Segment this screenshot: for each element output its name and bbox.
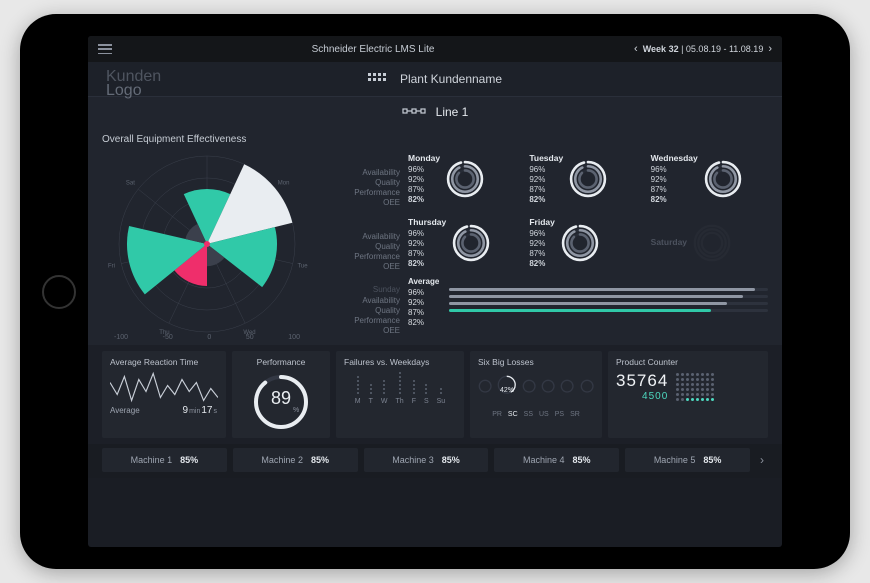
day-cell[interactable]: Friday96%92%87%82% — [529, 213, 646, 273]
oee-radar-chart: SunMonTueWedThuFriSat -100-50050100 — [102, 149, 312, 339]
machine-tile[interactable]: Machine 385% — [364, 448, 489, 472]
loss-ring[interactable] — [580, 379, 594, 401]
line-name: Line 1 — [436, 105, 469, 119]
week-navigator: ‹ Week 32 | 05.08.19 - 11.08.19 › — [634, 43, 772, 55]
reaction-time-card[interactable]: Average Reaction Time Average 9min17s — [102, 351, 226, 438]
metric-labels: SundayAvailabilityQualityPerformanceOEE — [326, 277, 404, 337]
oee-average-row: Average96%92%87%82% — [408, 277, 768, 337]
plant-header: Plant Kundenname — [88, 62, 782, 96]
failure-day-col: F — [412, 380, 416, 405]
performance-card[interactable]: Performance 89 % — [232, 351, 330, 438]
line-header[interactable]: Line 1 — [88, 96, 782, 126]
failure-day-col: T — [369, 384, 373, 405]
oee-days-grid: AvailabilityQualityPerformanceOEE Monday… — [326, 149, 768, 339]
card-title: Product Counter — [616, 357, 760, 367]
metric-labels: AvailabilityQualityPerformanceOEE — [326, 149, 404, 209]
svg-text:Fri: Fri — [108, 263, 115, 269]
svg-text:Mon: Mon — [278, 180, 290, 186]
svg-text:%: % — [293, 407, 299, 414]
reaction-sparkline — [110, 371, 218, 403]
machine-strip: Machine 185%Machine 285%Machine 385%Mach… — [88, 444, 782, 478]
failures-card[interactable]: Failures vs. Weekdays MTW Th FS Su — [336, 351, 464, 438]
day-cell[interactable]: Wednesday96%92%87%82% — [651, 149, 768, 209]
oee-title: Overall Equipment Effectiveness — [102, 134, 768, 145]
loss-ring[interactable] — [478, 379, 492, 401]
day-cell[interactable]: Tuesday96%92%87%82% — [529, 149, 646, 209]
customer-logo: KundenLogo — [106, 70, 161, 99]
day-cell[interactable]: Thursday96%92%87%82% — [408, 213, 525, 273]
losses-rings: 42% — [478, 375, 594, 405]
plant-icon — [368, 73, 386, 85]
machine-tile[interactable]: Machine 285% — [233, 448, 358, 472]
losses-card[interactable]: Six Big Losses 42% PRSCSSUSPSSR — [470, 351, 602, 438]
svg-text:Tue: Tue — [297, 263, 308, 269]
loss-ring[interactable] — [560, 379, 574, 401]
failures-chart: MTW Th FS Su — [344, 371, 456, 405]
plant-name: Plant Kundenname — [400, 72, 502, 86]
losses-labels: PRSCSSUSPSSR — [478, 411, 594, 418]
day-cell[interactable]: Monday96%92%87%82% — [408, 149, 525, 209]
reaction-label: Average — [110, 406, 140, 415]
card-title: Average Reaction Time — [110, 357, 218, 367]
svg-text:Sun: Sun — [202, 149, 213, 150]
failure-day-col: S — [424, 384, 429, 405]
counter-dotgrid — [676, 373, 714, 401]
metric-labels: AvailabilityQualityPerformanceOEE — [326, 213, 404, 273]
loss-ring[interactable] — [541, 379, 555, 401]
summary-cards: Average Reaction Time Average 9min17s Pe… — [88, 345, 782, 444]
machine-next-icon[interactable]: › — [756, 453, 768, 467]
loss-ring-active[interactable]: 42% — [497, 375, 517, 405]
top-bar: Schneider Electric LMS Lite ‹ Week 32 | … — [88, 36, 782, 62]
card-title: Failures vs. Weekdays — [344, 357, 456, 367]
card-title: Six Big Losses — [478, 357, 594, 367]
menu-icon[interactable] — [98, 44, 112, 54]
failure-day-col: Th — [396, 372, 404, 405]
week-next-icon[interactable]: › — [768, 43, 772, 55]
machine-tile[interactable]: Machine 185% — [102, 448, 227, 472]
oee-panel: Overall Equipment Effectiveness Sun Mon Tu… — [88, 126, 782, 345]
counter-value: 35764 — [616, 371, 668, 391]
app-title: Schneider Electric LMS Lite — [112, 44, 634, 55]
machine-tile[interactable]: Machine 485% — [494, 448, 619, 472]
screen: Schneider Electric LMS Lite ‹ Week 32 | … — [88, 36, 782, 547]
performance-ring: 89 % — [252, 373, 310, 431]
loss-ring[interactable] — [522, 379, 536, 401]
week-prev-icon[interactable]: ‹ — [634, 43, 638, 55]
line-icon — [402, 105, 426, 119]
card-title: Performance — [257, 357, 306, 367]
failure-day-col: Su — [437, 388, 446, 405]
day-cell-muted: Saturday — [651, 213, 768, 273]
failure-day-col: M — [355, 376, 361, 405]
week-label: Week 32 | 05.08.19 - 11.08.19 — [643, 44, 764, 54]
failure-day-col: W — [381, 380, 388, 405]
svg-text:89: 89 — [271, 388, 291, 408]
machine-tile[interactable]: Machine 585% — [625, 448, 750, 472]
reaction-value: 9min17s — [183, 405, 218, 416]
svg-text:Sat: Sat — [126, 180, 135, 186]
tablet-frame: Schneider Electric LMS Lite ‹ Week 32 | … — [20, 14, 850, 569]
product-counter-card[interactable]: Product Counter 35764 4500 — [608, 351, 768, 438]
counter-sub: 4500 — [616, 391, 668, 402]
tablet-home-button[interactable] — [42, 275, 76, 309]
